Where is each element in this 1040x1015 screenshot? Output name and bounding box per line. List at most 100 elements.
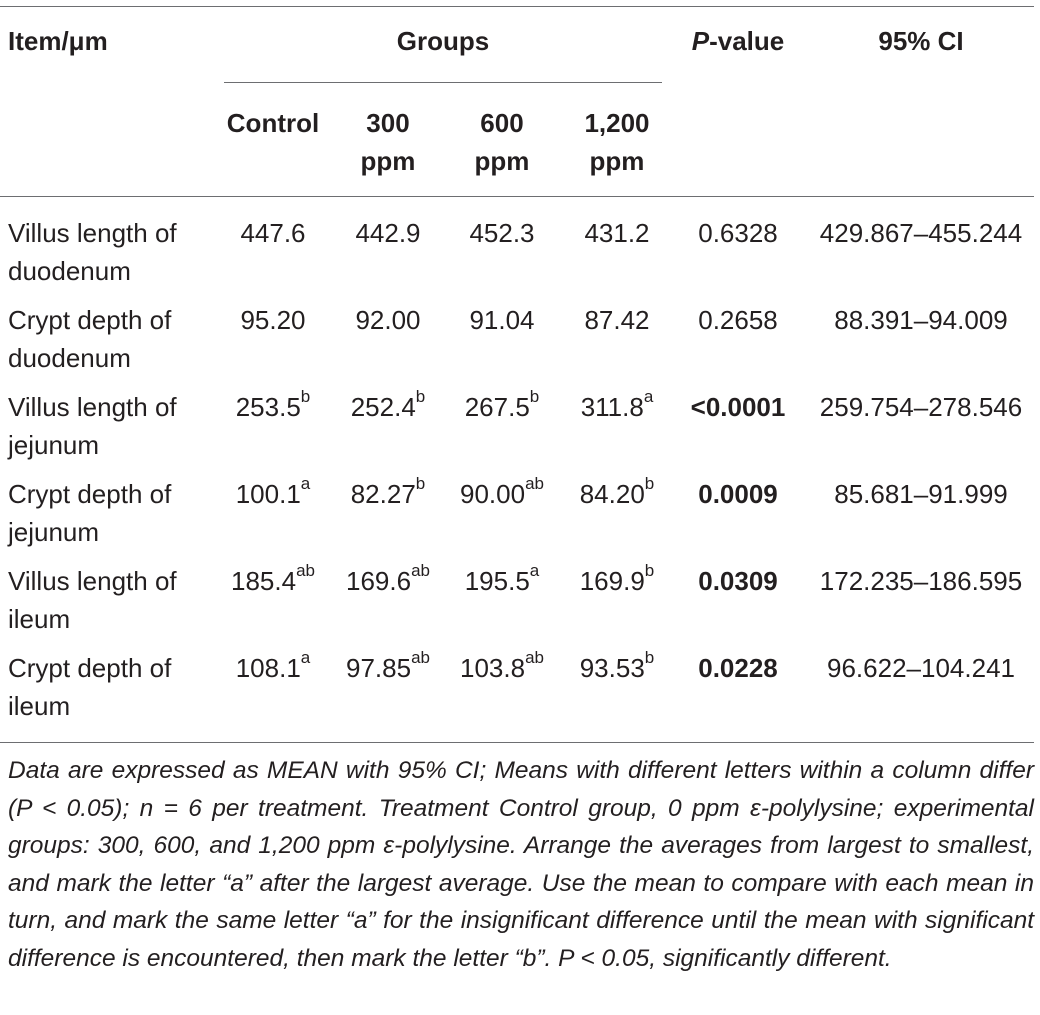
top-rule <box>0 6 1034 7</box>
cell-value: 90.00 <box>460 479 526 509</box>
cell-superscript: b <box>415 387 426 407</box>
cell-value: 84.20 <box>579 479 645 509</box>
cell-value: 103.8 <box>460 653 526 683</box>
table-cell: 253.5b <box>211 388 335 426</box>
table-cell: 169.6ab <box>326 562 450 600</box>
subheader-2: 600 ppm <box>446 104 558 180</box>
table-cell: 169.9b <box>555 562 679 600</box>
table-bottom-rule <box>0 742 1034 743</box>
subheader-3: 1,200 ppm <box>561 104 673 180</box>
row-item-line2: ileum <box>8 604 71 634</box>
row-item-line2: duodenum <box>8 256 131 286</box>
cell-value: 185.4 <box>231 566 297 596</box>
row-item-line1: Crypt depth of <box>8 479 172 509</box>
subheader-line2: ppm <box>474 146 530 176</box>
row-item-line1: Crypt depth of <box>8 305 172 335</box>
cell-superscript: b <box>644 648 655 668</box>
subheader-line2: ppm <box>589 146 645 176</box>
ci-cell: 96.622–104.241 <box>827 653 1015 683</box>
table-cell: 452.3 <box>440 214 564 252</box>
p-value-cell: 0.0309 <box>698 566 778 596</box>
cell-superscript: b <box>415 474 426 494</box>
cell-value: 87.42 <box>584 305 650 335</box>
header-item: Item/μm <box>8 26 108 56</box>
ci-cell: 429.867–455.244 <box>819 218 1023 248</box>
subheader-line1: 1,200 <box>584 108 650 138</box>
groups-underline <box>224 82 662 83</box>
p-value-cell: 0.6328 <box>698 218 778 248</box>
cell-value: 82.27 <box>350 479 416 509</box>
row-item-label: Villus length of jejunum <box>8 388 177 464</box>
p-value-cell: 0.0228 <box>698 653 778 683</box>
cell-value: 311.8 <box>580 392 644 422</box>
subheader-0: Control <box>217 104 329 142</box>
cell-superscript: b <box>300 387 311 407</box>
table-cell: 91.04 <box>440 301 564 339</box>
header-p-value: P-value <box>691 26 785 56</box>
row-item-line2: duodenum <box>8 343 131 373</box>
table-cell: 185.4ab <box>211 562 335 600</box>
row-item-line1: Villus length of <box>8 392 177 422</box>
row-item-line2: jejunum <box>8 517 100 547</box>
header-ci: 95% CI <box>878 26 964 56</box>
cell-value: 100.1 <box>235 479 301 509</box>
cell-superscript: ab <box>296 561 315 581</box>
table-cell: 195.5a <box>440 562 564 600</box>
table-cell: 95.20 <box>211 301 335 339</box>
cell-value: 431.2 <box>584 218 650 248</box>
cell-superscript: b <box>644 561 655 581</box>
cell-value: 97.85 <box>346 653 412 683</box>
cell-value: 108.1 <box>235 653 301 683</box>
cell-value: 93.53 <box>579 653 645 683</box>
p-value-cell: 0.2658 <box>698 305 778 335</box>
table-cell: 447.6 <box>211 214 335 252</box>
ci-cell: 259.754–278.546 <box>819 392 1023 422</box>
row-item-label: Crypt depth of jejunum <box>8 475 171 551</box>
table-cell: 92.00 <box>326 301 450 339</box>
row-item-line1: Villus length of <box>8 218 177 248</box>
row-item-line2: ileum <box>8 691 71 721</box>
p-value-cell: 0.0009 <box>698 479 778 509</box>
ci-cell: 172.235–186.595 <box>819 566 1023 596</box>
header-bottom-rule <box>0 196 1034 197</box>
table-footnote: Data are expressed as MEAN with 95% CI; … <box>8 757 1034 972</box>
table-cell: 431.2 <box>555 214 679 252</box>
cell-superscript: a <box>300 474 311 494</box>
table-cell: 87.42 <box>555 301 679 339</box>
subheader-line2: ppm <box>360 146 416 176</box>
cell-value: 253.5 <box>235 392 301 422</box>
table-cell: 97.85ab <box>326 649 450 687</box>
cell-superscript: b <box>644 474 655 494</box>
cell-superscript: a <box>300 648 311 668</box>
cell-superscript: b <box>529 387 540 407</box>
header-groups: Groups <box>396 26 490 56</box>
table-cell: 90.00ab <box>440 475 564 513</box>
cell-superscript: ab <box>411 561 430 581</box>
row-item-line1: Crypt depth of <box>8 653 172 683</box>
subheader-1: 300 ppm <box>332 104 444 180</box>
table-cell: 100.1a <box>211 475 335 513</box>
cell-value: 195.5 <box>464 566 530 596</box>
row-item-line1: Villus length of <box>8 566 177 596</box>
ci-cell: 85.681–91.999 <box>834 479 1008 509</box>
table-cell: 267.5b <box>440 388 564 426</box>
cell-value: 92.00 <box>355 305 421 335</box>
subheader-line1: 300 <box>366 108 410 138</box>
table-cell: 252.4b <box>326 388 450 426</box>
table-cell: 84.20b <box>555 475 679 513</box>
ci-cell: 88.391–94.009 <box>834 305 1008 335</box>
cell-value: 442.9 <box>355 218 421 248</box>
cell-value: 91.04 <box>469 305 535 335</box>
cell-value: 452.3 <box>469 218 535 248</box>
row-item-label: Crypt depth of duodenum <box>8 301 171 377</box>
cell-superscript: ab <box>525 474 544 494</box>
row-item-line2: jejunum <box>8 430 100 460</box>
cell-value: 169.9 <box>579 566 645 596</box>
cell-value: 252.4 <box>350 392 416 422</box>
cell-value: 95.20 <box>240 305 306 335</box>
table-cell: 311.8a <box>555 388 679 426</box>
table-cell: 82.27b <box>326 475 450 513</box>
cell-superscript: ab <box>525 648 544 668</box>
row-item-label: Villus length of ileum <box>8 562 177 638</box>
